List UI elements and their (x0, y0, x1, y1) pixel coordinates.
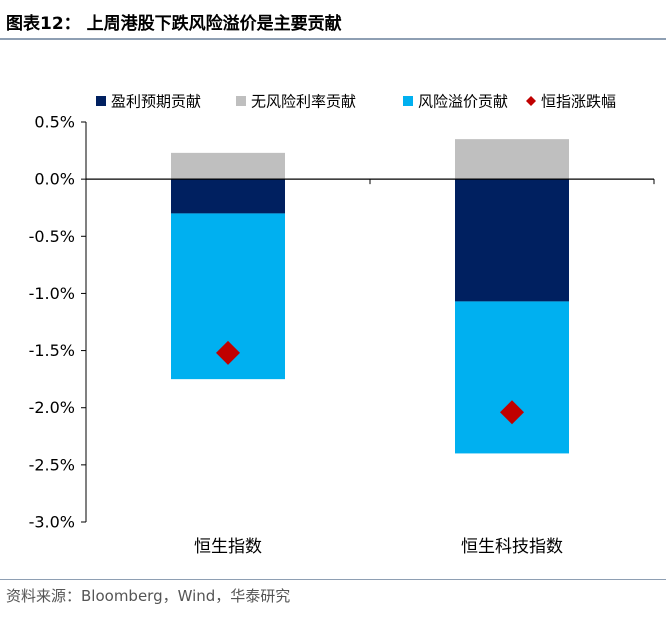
legend-label-2: 风险溢价贡献 (418, 93, 508, 111)
bars (171, 139, 569, 454)
bar-segment-s0-c1 (455, 179, 569, 302)
chart-legend: 盈利预期贡献 无风险利率贡献 风险溢价贡献 恒指涨跌幅 (96, 93, 616, 111)
bar-segment-s1-c0 (171, 152, 285, 180)
legend-label-3: 恒指涨跌幅 (541, 93, 616, 111)
category-label-1: 恒生科技指数 (461, 537, 563, 557)
y-tick-label: 0.5% (34, 113, 75, 132)
x-axis-labels: 恒生指数 恒生科技指数 (194, 537, 563, 557)
legend-swatch-1 (236, 96, 246, 106)
index-change-markers (216, 340, 524, 425)
y-tick-label: 0.0% (34, 170, 75, 189)
legend-label-0: 盈利预期贡献 (111, 93, 201, 111)
bar-segment-s0-c0 (171, 179, 285, 214)
figure-title: 图表12： 上周港股下跌风险溢价是主要贡献 (6, 14, 342, 34)
header-rule (0, 38, 666, 40)
stacked-bar-chart: 盈利预期贡献 无风险利率贡献 风险溢价贡献 恒指涨跌幅 0.5% 0.0% -0.5% -1… (29, 93, 655, 557)
legend-swatch-2 (403, 96, 413, 106)
figure-header: 图表12： 上周港股下跌风险溢价是主要贡献 (0, 0, 666, 40)
y-tick-label: -0.5% (29, 227, 75, 246)
legend-swatch-0 (96, 96, 106, 106)
bar-segment-s1-c1 (455, 139, 569, 180)
y-tick-label: -3.0% (29, 513, 75, 532)
footer-rule (0, 579, 666, 580)
y-tick-label: -2.0% (29, 398, 75, 417)
y-tick-label: -2.5% (29, 455, 75, 474)
source-note: 资料来源：Bloomberg，Wind，华泰研究 (6, 587, 291, 605)
y-tick-label: -1.0% (29, 284, 75, 303)
y-tick-label: -1.5% (29, 341, 75, 360)
index-change-marker-1 (500, 400, 524, 425)
y-axis: 0.5% 0.0% -0.5% -1.0% -1.5% -2.0% -2.5% -3.0% (29, 113, 87, 532)
index-change-marker-0 (216, 340, 240, 365)
bar-segment-s2-c1 (455, 301, 569, 454)
legend-label-1: 无风险利率贡献 (251, 93, 356, 111)
legend-swatch-index-change (526, 96, 536, 106)
category-label-0: 恒生指数 (194, 537, 262, 557)
zero-line (85, 178, 655, 185)
